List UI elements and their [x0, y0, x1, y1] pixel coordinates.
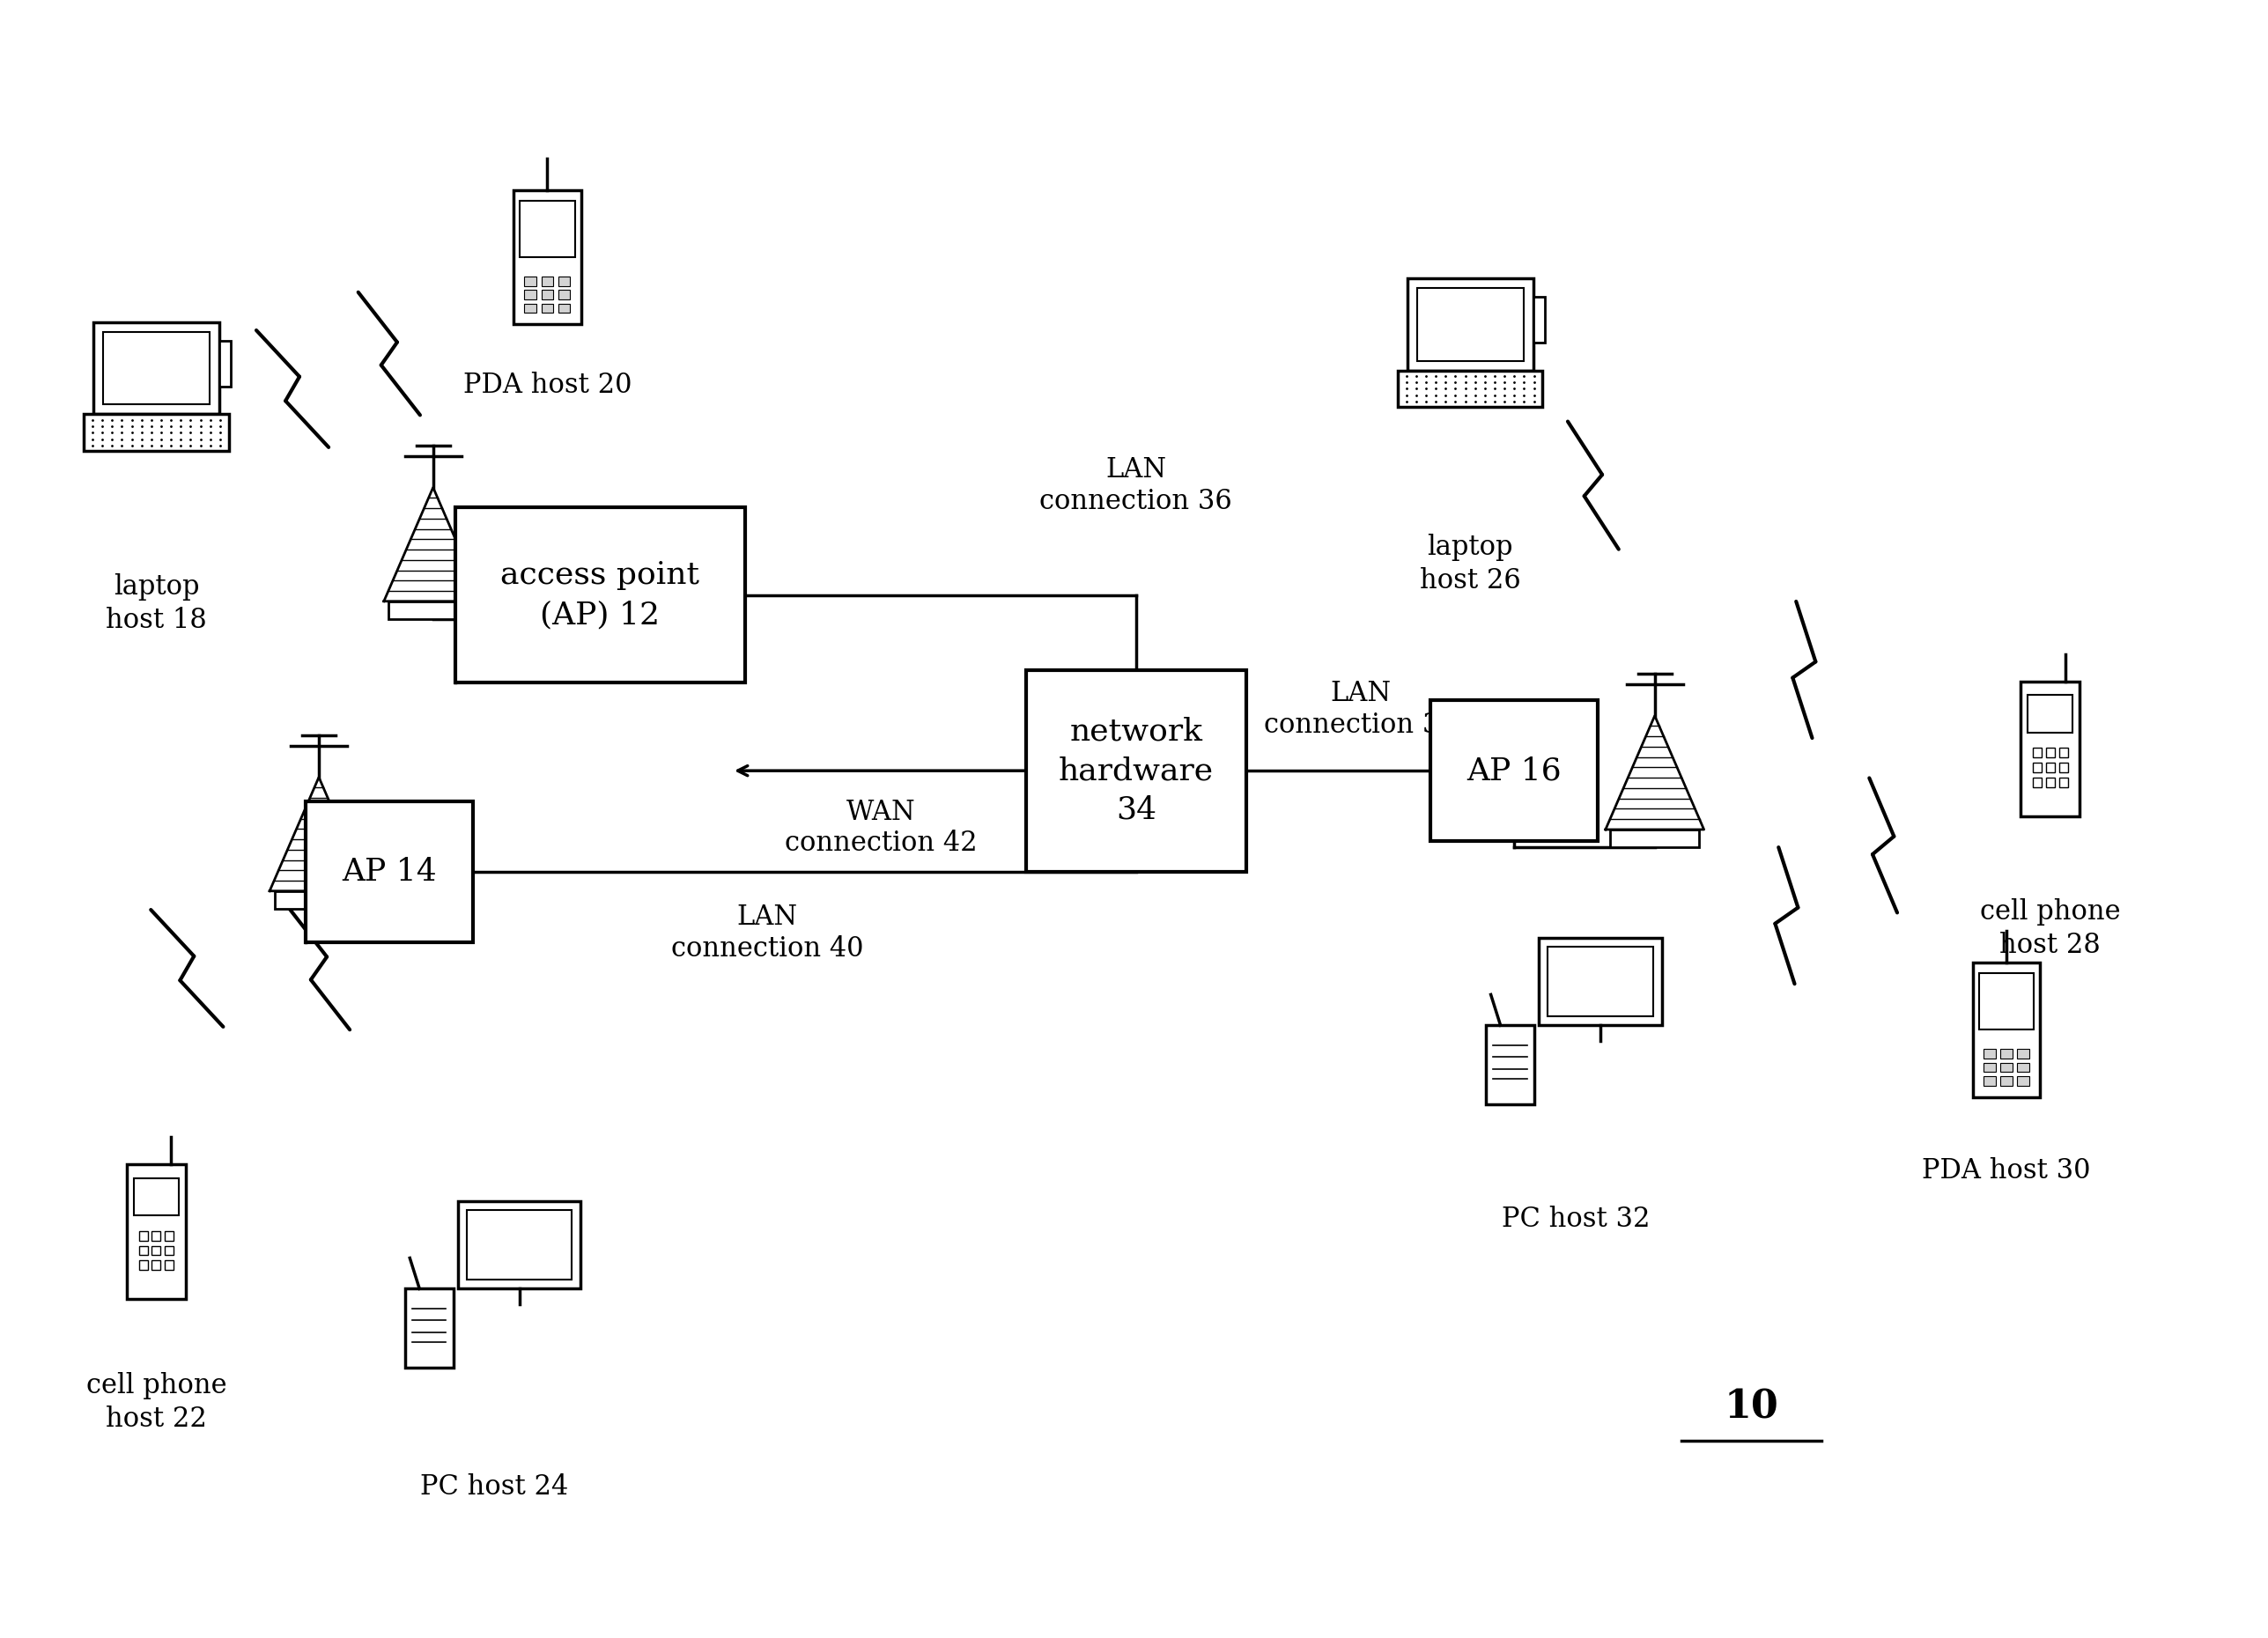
- Bar: [2046, 749, 2055, 757]
- Bar: [406, 1289, 454, 1368]
- Bar: [127, 1165, 186, 1299]
- Bar: [1538, 937, 1662, 1025]
- Bar: [84, 414, 229, 450]
- Text: laptop
host 26: laptop host 26: [1420, 534, 1522, 595]
- Bar: [524, 277, 538, 287]
- Text: 10: 10: [1724, 1389, 1778, 1427]
- Bar: [542, 303, 553, 313]
- Bar: [2016, 1076, 2030, 1086]
- Bar: [1431, 701, 1597, 840]
- Bar: [1533, 296, 1545, 342]
- Text: AP 16: AP 16: [1467, 755, 1560, 786]
- Text: WAN
connection 42: WAN connection 42: [785, 798, 978, 857]
- Text: PC host 24: PC host 24: [420, 1473, 569, 1500]
- Bar: [2016, 1050, 2030, 1058]
- Bar: [558, 303, 569, 313]
- Bar: [2032, 763, 2041, 771]
- Text: AP 14: AP 14: [342, 857, 438, 886]
- Bar: [1984, 1050, 1996, 1058]
- Bar: [558, 277, 569, 287]
- Bar: [2032, 749, 2041, 757]
- Bar: [467, 1210, 572, 1279]
- Bar: [166, 1247, 175, 1255]
- Bar: [138, 1261, 147, 1269]
- Polygon shape: [270, 776, 367, 891]
- Text: PDA host 20: PDA host 20: [463, 372, 633, 398]
- Polygon shape: [383, 488, 483, 601]
- Text: PC host 32: PC host 32: [1501, 1206, 1649, 1233]
- Bar: [1973, 963, 2039, 1097]
- Text: LAN
connection 40: LAN connection 40: [671, 904, 864, 963]
- Bar: [306, 801, 472, 942]
- Bar: [152, 1261, 161, 1269]
- Bar: [2059, 749, 2068, 757]
- Bar: [524, 303, 538, 313]
- Bar: [152, 1232, 161, 1240]
- Text: LAN
connection 38: LAN connection 38: [1263, 680, 1456, 739]
- Bar: [1397, 370, 1542, 406]
- Bar: [542, 277, 553, 287]
- Bar: [1486, 1025, 1535, 1104]
- Bar: [2046, 763, 2055, 771]
- Bar: [2032, 778, 2041, 786]
- Bar: [166, 1261, 175, 1269]
- Bar: [1610, 829, 1699, 847]
- Bar: [152, 1247, 161, 1255]
- Bar: [166, 1232, 175, 1240]
- Bar: [1418, 288, 1524, 360]
- Bar: [456, 508, 746, 683]
- Bar: [542, 290, 553, 300]
- Bar: [524, 290, 538, 300]
- Bar: [220, 341, 231, 387]
- Text: cell phone
host 22: cell phone host 22: [86, 1373, 227, 1433]
- Bar: [134, 1178, 179, 1215]
- Bar: [1978, 973, 2034, 1030]
- Bar: [2059, 778, 2068, 786]
- Bar: [2000, 1076, 2012, 1086]
- Bar: [388, 601, 476, 619]
- Bar: [1027, 670, 1245, 871]
- Bar: [458, 1201, 581, 1289]
- Text: network
hardware
34: network hardware 34: [1059, 716, 1213, 826]
- Bar: [2059, 763, 2068, 771]
- Bar: [138, 1232, 147, 1240]
- Bar: [2016, 1063, 2030, 1071]
- Bar: [2000, 1063, 2012, 1071]
- Polygon shape: [1606, 716, 1703, 829]
- Bar: [274, 891, 363, 909]
- Bar: [515, 190, 581, 324]
- Bar: [93, 323, 220, 414]
- Bar: [1984, 1076, 1996, 1086]
- Text: LAN
connection 36: LAN connection 36: [1039, 455, 1232, 514]
- Text: cell phone
host 28: cell phone host 28: [1980, 898, 2121, 958]
- Bar: [2021, 681, 2080, 816]
- Text: PDA host 30: PDA host 30: [1921, 1156, 2091, 1184]
- Bar: [1408, 278, 1533, 370]
- Bar: [2028, 695, 2073, 732]
- Bar: [102, 333, 209, 405]
- Bar: [2000, 1050, 2012, 1058]
- Text: access point
(AP) 12: access point (AP) 12: [501, 560, 699, 629]
- Bar: [519, 200, 574, 257]
- Bar: [138, 1247, 147, 1255]
- Bar: [558, 290, 569, 300]
- Bar: [1547, 947, 1653, 1017]
- Bar: [1984, 1063, 1996, 1071]
- Bar: [2046, 778, 2055, 786]
- Text: laptop
host 18: laptop host 18: [107, 573, 206, 634]
